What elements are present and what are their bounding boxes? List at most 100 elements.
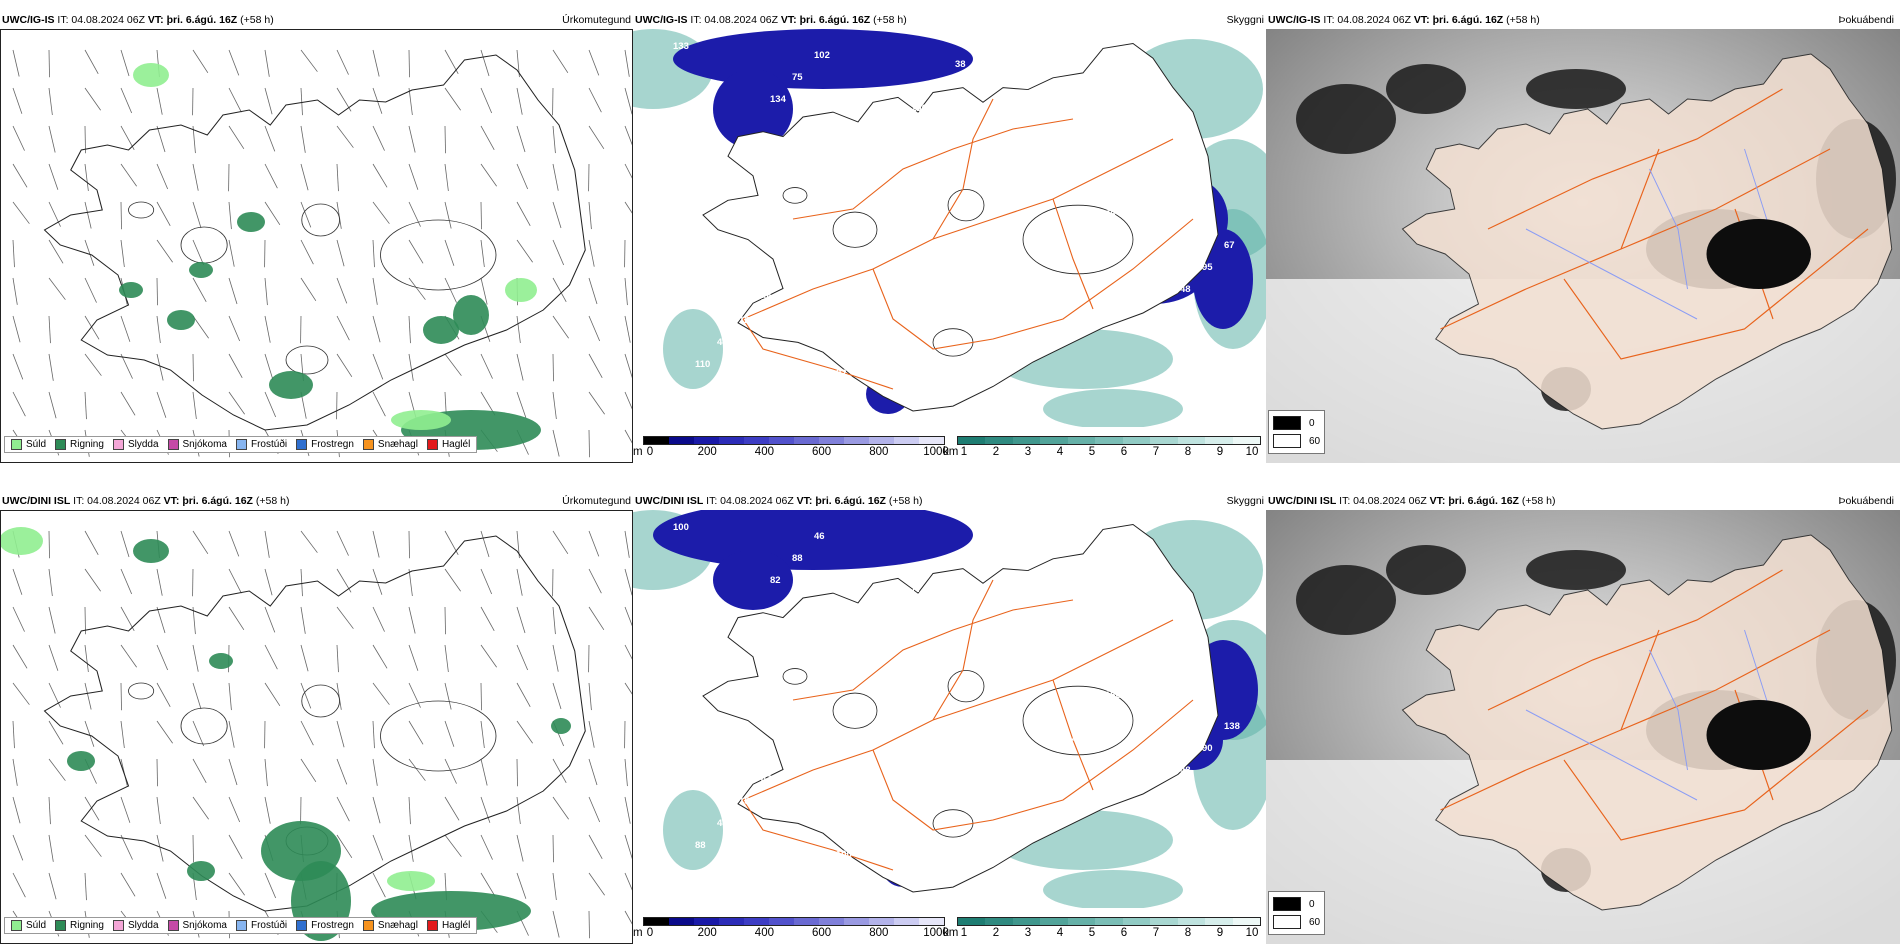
legend-label: Frostregn: [311, 439, 354, 450]
river: [1525, 709, 1698, 801]
wind-barb: [156, 872, 167, 899]
legend-label: Snæhagl: [377, 920, 418, 931]
wind-barb: [408, 49, 410, 78]
wind-barb: [156, 239, 173, 263]
wind-barb: [336, 277, 348, 304]
wind-barb: [480, 49, 490, 77]
wind-barb: [120, 682, 122, 711]
cloud-base-label: 99: [1030, 615, 1041, 626]
legend-item: Súld: [11, 920, 46, 931]
wind-barb: [264, 49, 270, 77]
wind-barb: [228, 315, 241, 342]
wind-barb: [12, 606, 25, 632]
legend-swatch: [296, 920, 308, 931]
rain-area: [67, 751, 95, 771]
wind-barb: [372, 834, 384, 861]
legend-item: Snjókoma: [167, 920, 227, 931]
colorbar-tick-label: 800: [869, 446, 889, 458]
fog-map: [1266, 29, 1900, 463]
wind-barb: [624, 530, 630, 558]
rain-area: [551, 718, 571, 734]
wind-barb: [228, 391, 245, 415]
wind-barb: [300, 568, 303, 597]
wind-barb: [588, 568, 602, 594]
cloud-base-label: 37: [986, 178, 997, 189]
river: [1649, 168, 1688, 290]
legend-label: Snjókoma: [182, 920, 227, 931]
wind-barb: [588, 872, 605, 896]
wind-barb: [516, 315, 521, 344]
wind-barb: [444, 568, 461, 592]
cloud-base-label: 665: [1171, 143, 1188, 154]
wind-barb: [12, 834, 24, 861]
wind-barb: [264, 682, 281, 707]
cloud-base-label: 232: [977, 377, 993, 388]
wind-barb: [192, 796, 209, 820]
wind-barb: [84, 834, 102, 857]
road: [1052, 198, 1094, 310]
cloud-base-label: 100: [836, 849, 852, 860]
reduced-visibility-area: [663, 790, 723, 870]
wind-barb: [192, 201, 202, 229]
wind-barb: [372, 758, 378, 786]
wind-barb: [156, 201, 171, 226]
wind-barb: [480, 758, 488, 786]
precip-type-panel-row2: UWC/DINI ISL IT: 04.08.2024 06Z VT: þri.…: [0, 493, 633, 944]
rain-area: [269, 371, 313, 399]
wind-barb: [120, 606, 135, 631]
fog-legend: 0 60: [1268, 891, 1326, 935]
glacier-outline: [301, 684, 340, 718]
wind-barb: [552, 315, 569, 339]
valid-time: VT: þri. 6.ágú. 16Z: [1429, 495, 1519, 507]
colorbar-tick-label: 200: [697, 446, 717, 458]
rain-area: [453, 295, 489, 335]
rain-area: [187, 861, 215, 881]
model-name: UWC/DINI ISL: [2, 495, 71, 507]
wind-barb: [228, 606, 245, 631]
wind-barb: [552, 682, 562, 710]
wind-barb: [228, 834, 243, 859]
wind-barb: [48, 682, 61, 708]
legend-swatch: [167, 920, 179, 931]
colorbar-tick-label: 3: [1024, 927, 1032, 939]
wind-barb: [264, 568, 273, 596]
legend-item: Slydda: [112, 439, 159, 450]
colorbar-tick-label: 1: [960, 446, 968, 458]
coastline: [43, 535, 586, 912]
cloud-base-label: 81: [889, 125, 900, 136]
wind-barb: [408, 720, 424, 745]
legend-item: Frostregn: [296, 439, 354, 450]
wind-barb: [48, 720, 64, 745]
legend-item: Frostregn: [296, 920, 354, 931]
colorbar-tick-label: 9: [1216, 446, 1224, 458]
rain-area: [133, 539, 169, 563]
wind-barb: [228, 277, 238, 305]
wind-barb: [588, 530, 600, 557]
wind-barb: [516, 758, 518, 787]
colorbar-gradient: [957, 436, 1261, 445]
wind-barb: [48, 353, 54, 381]
wind-barb: [624, 125, 632, 152]
wind-barb: [12, 568, 23, 595]
wind-barb: [48, 49, 50, 78]
fog-legend-max: 60: [1309, 916, 1321, 928]
cloud-base-label: 88: [792, 553, 803, 564]
colorbar-tick-label: 6: [1120, 446, 1128, 458]
wind-barb: [120, 834, 133, 860]
coastline: [702, 42, 1219, 412]
glacier-outline: [782, 187, 808, 204]
wind-barb: [300, 125, 306, 153]
fog-map: [1266, 510, 1900, 944]
wind-barb: [12, 49, 20, 77]
wind-barb: [552, 163, 559, 191]
wind-barb: [156, 682, 171, 707]
road: [872, 218, 1194, 350]
init-time: IT: 04.08.2024 06Z: [73, 495, 161, 507]
wind-barb: [12, 644, 28, 669]
road: [1620, 148, 1660, 250]
wind-barb: [192, 644, 199, 672]
panel-title: Skyggni: [1226, 495, 1264, 507]
wind-barb: [84, 201, 92, 229]
wind-barb: [120, 201, 122, 230]
wind-barb: [480, 353, 493, 379]
